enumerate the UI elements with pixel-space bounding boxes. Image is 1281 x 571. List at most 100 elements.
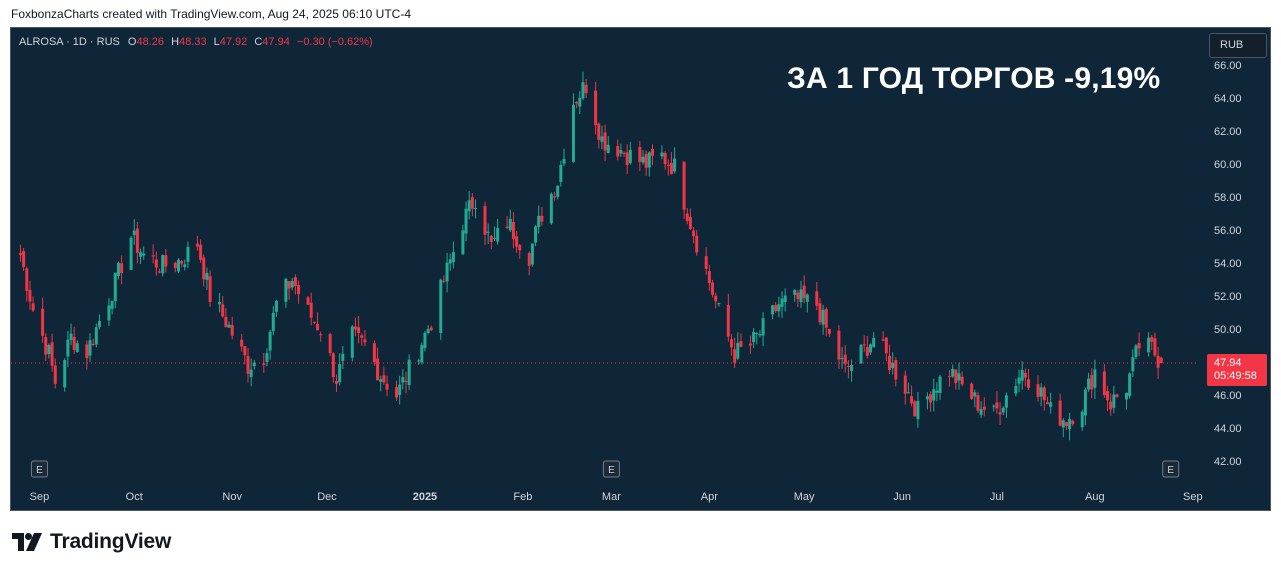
price-axis[interactable]: 42.0044.0046.0048.0050.0052.0054.0056.00… — [1214, 60, 1242, 468]
candle-body — [1083, 389, 1087, 416]
candlestick-series — [18, 71, 1163, 441]
candle-body — [461, 230, 465, 255]
symbol-legend[interactable]: ALROSA · 1D · RUS O48.26 H48.33 L47.92 C… — [19, 36, 373, 48]
candle-body — [992, 405, 996, 407]
candle-body — [948, 376, 952, 378]
x-tick-label: Sep — [30, 491, 50, 503]
candle-body — [755, 333, 759, 335]
tradingview-wordmark: TradingView — [50, 530, 172, 553]
candle-body — [673, 158, 677, 172]
tradingview-logo[interactable]: TradingView — [12, 529, 171, 555]
chart-panel[interactable]: 42.0044.0046.0048.0050.0052.0054.0056.00… — [10, 27, 1271, 511]
candle-body — [575, 101, 579, 104]
candle-body — [429, 327, 433, 331]
candle-body — [25, 268, 29, 291]
earnings-event-label: E — [1167, 465, 1174, 476]
candle-body — [714, 295, 718, 302]
candle-body — [748, 343, 752, 346]
currency-button[interactable]: RUB — [1209, 33, 1267, 58]
candle-body — [846, 365, 850, 367]
candle-body — [376, 358, 380, 381]
candle-body — [18, 253, 22, 255]
candle-body — [53, 365, 57, 384]
candle-body — [758, 334, 762, 336]
candle-body — [777, 304, 781, 312]
earnings-event-badge[interactable]: E — [1162, 460, 1180, 478]
candle-body — [398, 384, 402, 395]
candle-body — [1131, 357, 1135, 372]
candle-body — [957, 373, 961, 381]
candle-body — [341, 353, 345, 361]
candle-body — [426, 329, 430, 334]
candle-body — [132, 230, 136, 236]
candle-body — [287, 281, 291, 289]
candle-body — [202, 257, 206, 280]
candle-body — [733, 349, 737, 363]
candle-body — [120, 263, 124, 274]
candle-body — [518, 245, 522, 251]
candle-body — [309, 302, 313, 318]
candle-body — [445, 262, 449, 282]
x-tick-label: Sep — [1183, 491, 1203, 503]
candle-body — [483, 206, 487, 235]
y-tick-label: 46.00 — [1214, 390, 1242, 402]
candle-body — [97, 321, 101, 328]
candle-body — [979, 409, 983, 415]
tradingview-logo-icon — [12, 533, 42, 551]
candle-body — [515, 236, 519, 247]
candle-body — [625, 152, 629, 166]
candle-body — [647, 152, 651, 168]
candle-body — [492, 237, 496, 239]
candle-body — [139, 252, 143, 257]
x-tick-label: Nov — [222, 491, 242, 503]
candle-body — [995, 402, 999, 409]
candle-body — [31, 303, 35, 311]
low-label: L — [213, 36, 220, 48]
earnings-event-badge[interactable]: E — [30, 460, 48, 478]
candle-body — [176, 259, 180, 272]
earnings-event-badge[interactable]: E — [602, 460, 620, 478]
candle-body — [470, 197, 474, 209]
candle-body — [22, 251, 26, 267]
candle-body — [818, 303, 822, 323]
candle-body — [464, 208, 468, 234]
candle-body — [688, 217, 692, 229]
candle-body — [824, 308, 828, 328]
candle-body — [142, 253, 146, 256]
candle-body — [597, 123, 601, 140]
candle-body — [1124, 392, 1128, 400]
candle-body — [571, 104, 575, 162]
candle-body — [685, 213, 689, 221]
candle-body — [41, 308, 45, 336]
symbol-name[interactable]: ALROSA · 1D · RUS — [19, 36, 120, 48]
high-label: H — [171, 36, 180, 48]
candle-body — [1128, 373, 1132, 397]
candle-body — [1061, 420, 1065, 428]
candle-body — [925, 396, 929, 400]
close-label: C — [254, 36, 263, 48]
candle-body — [1147, 337, 1151, 353]
candle-body — [290, 280, 294, 288]
x-tick-label: Oct — [126, 491, 143, 503]
low-value: 47.92 — [219, 36, 248, 48]
candle-body — [382, 375, 386, 383]
candle-body — [1014, 385, 1018, 394]
bar-countdown: 05:49:58 — [1214, 370, 1257, 382]
candle-body — [960, 376, 964, 385]
candle-body — [578, 97, 582, 107]
candle-body — [666, 164, 670, 166]
candle-body — [331, 353, 335, 378]
candle-body — [161, 255, 165, 274]
candle-body — [183, 264, 187, 267]
candle-body — [1042, 387, 1046, 401]
candle-body — [1068, 418, 1072, 430]
candle-body — [669, 162, 673, 175]
candle-body — [439, 279, 443, 334]
candle-body — [186, 246, 190, 262]
candle-body — [843, 354, 847, 364]
candle-body — [1064, 422, 1068, 427]
time-axis[interactable]: Sep Oct Nov Dec 2025 Feb Mar Apr May Jun Jul Aug Sep — [30, 491, 1203, 503]
candle-body — [486, 231, 490, 233]
price-chart[interactable]: 42.0044.0046.0048.0050.0052.0054.0056.00… — [11, 28, 1270, 510]
candle-body — [107, 305, 111, 321]
